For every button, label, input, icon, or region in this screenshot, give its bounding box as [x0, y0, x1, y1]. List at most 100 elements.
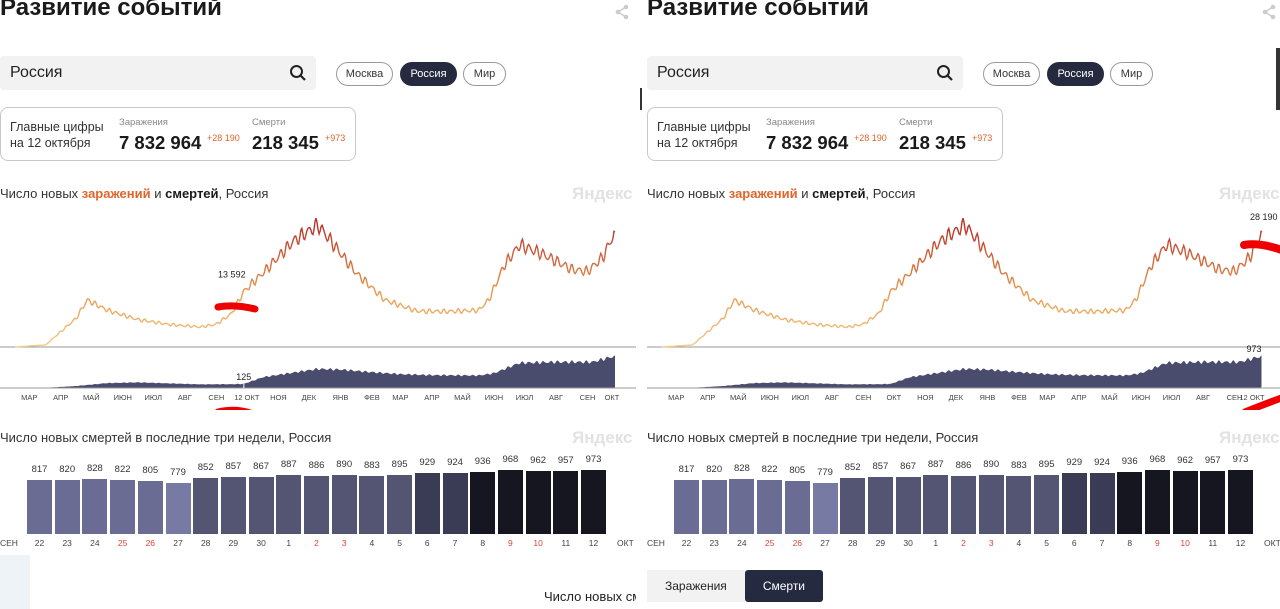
search-icon[interactable]	[289, 64, 307, 82]
x-tick-label: МАЙ	[1101, 393, 1118, 402]
x-tick-label: МАР	[21, 393, 37, 402]
chart-title-prefix: Число новых	[0, 186, 82, 201]
bar[interactable]	[525, 470, 551, 534]
bar[interactable]	[442, 473, 468, 534]
bar[interactable]	[1034, 474, 1060, 534]
bar[interactable]	[248, 476, 274, 534]
bar[interactable]	[387, 474, 413, 534]
bar[interactable]	[414, 472, 440, 534]
region-world-button[interactable]: Мир	[463, 62, 506, 86]
bar[interactable]	[220, 477, 246, 534]
bar[interactable]	[470, 472, 496, 534]
bar[interactable]	[1228, 469, 1253, 534]
x-tick-label: ДЕК	[949, 393, 964, 402]
page-title: Развитие событий	[647, 0, 869, 21]
bar-value-label: 973	[585, 453, 602, 465]
bar[interactable]	[276, 475, 302, 534]
bar-value-label: 887	[280, 459, 297, 471]
bar-value-label: 857	[225, 461, 242, 473]
bar[interactable]	[359, 475, 385, 534]
bar[interactable]	[701, 479, 727, 534]
bar[interactable]	[304, 475, 329, 534]
bar-day-label: 4	[369, 538, 375, 548]
bar[interactable]	[674, 480, 699, 534]
bar-value-label: 968	[502, 454, 519, 466]
region-moscow-button[interactable]: Москва	[983, 62, 1040, 86]
chart-title: Число новых заражений и смертей, Россия	[0, 186, 268, 201]
bar[interactable]	[757, 479, 783, 534]
bar-chart-title: Число новых смертей в последние три неде…	[0, 430, 332, 445]
infections-deaths-chart[interactable]: 13 592 125 МАР АПР МАЙ ИЮН ИЮЛ АВГ СЕН 12 ОКТ НОЯ Д…	[0, 200, 636, 410]
yandex-watermark: Яндекс	[1219, 428, 1280, 447]
bar[interactable]	[27, 480, 52, 534]
deaths-caption: Смерти	[252, 117, 286, 128]
bar[interactable]	[1117, 472, 1143, 534]
bar[interactable]	[895, 476, 921, 534]
bar-day-label: 28	[200, 538, 211, 548]
region-russia-button[interactable]: Россия	[1047, 62, 1104, 86]
bar[interactable]	[1089, 473, 1115, 534]
search-icon[interactable]	[936, 64, 954, 82]
x-tick-label: ЯНВ	[333, 393, 349, 402]
share-icon[interactable]	[1261, 4, 1277, 20]
bar-day-label: 9	[508, 538, 513, 548]
bar-value-label: 852	[197, 461, 214, 473]
main-figures-card: Главные цифры на 12 октября Заражения 7 8…	[0, 107, 356, 161]
share-icon[interactable]	[614, 4, 630, 20]
bar-day-label: 12	[1235, 538, 1246, 548]
bar-value-label: 779	[817, 466, 833, 478]
tab-deaths[interactable]: Смерти	[744, 570, 824, 602]
label-line1: Главные цифры	[10, 120, 104, 134]
region-world-button[interactable]: Мир	[1110, 62, 1153, 86]
x-tick-label: ИЮН	[1132, 393, 1150, 402]
bar[interactable]	[729, 479, 755, 534]
red-annotation	[214, 302, 259, 313]
bar[interactable]	[840, 477, 866, 534]
bar-day-label: 3	[988, 538, 994, 548]
region-russia-button[interactable]: Россия	[400, 62, 457, 86]
bar[interactable]	[1144, 470, 1170, 534]
left-bottom-block	[0, 555, 30, 609]
bar[interactable]	[497, 470, 523, 534]
legend-deaths: смертей	[812, 186, 866, 201]
bar[interactable]	[137, 480, 163, 534]
scrollbar[interactable]	[1276, 48, 1280, 110]
bar[interactable]	[951, 475, 976, 534]
bar-day-label: 27	[820, 538, 830, 548]
bar[interactable]	[1200, 470, 1226, 534]
bar[interactable]	[812, 482, 838, 534]
bar-value-label: 929	[1066, 456, 1083, 468]
bar[interactable]	[581, 469, 606, 534]
bar[interactable]	[331, 475, 357, 534]
x-tick-label: НОЯ	[270, 393, 287, 402]
bar-day-label: 23	[709, 538, 719, 548]
x-tick-label: МАР	[1039, 393, 1055, 402]
bar[interactable]	[978, 475, 1004, 534]
x-tick-label: МАР	[392, 393, 408, 402]
search-input[interactable]: Россия	[647, 56, 963, 90]
bar-day-label: 29	[228, 538, 239, 548]
bar[interactable]	[165, 482, 191, 534]
left-bottom-title: Число новых сме	[544, 589, 636, 604]
bar[interactable]	[867, 477, 893, 534]
bar[interactable]	[923, 475, 949, 534]
bar[interactable]	[1172, 470, 1198, 534]
tab-infections[interactable]: Заражения	[647, 570, 745, 602]
bar[interactable]	[784, 480, 810, 534]
infections-deaths-chart[interactable]: 28 190 973 МАР АПР МАЙ ИЮН ИЮЛ АВГ СЕН ОКТ НОЯ ДЕК Я…	[647, 200, 1280, 410]
bar-day-label: 1	[933, 538, 939, 548]
region-moscow-button[interactable]: Москва	[336, 62, 393, 86]
x-tick-label: СЕН	[1227, 393, 1243, 402]
bar[interactable]	[82, 479, 108, 534]
bar[interactable]	[1006, 475, 1032, 534]
bar-day-label: 11	[561, 538, 571, 548]
bar[interactable]	[54, 479, 80, 534]
bar-chart-title: Число новых смертей в последние три неде…	[647, 430, 979, 445]
bar[interactable]	[553, 470, 579, 534]
bar-value-label: 805	[142, 464, 159, 476]
search-input[interactable]: Россия	[0, 56, 316, 90]
bar[interactable]	[1061, 472, 1087, 534]
bar[interactable]	[193, 477, 219, 534]
bar-value-label: 973	[1232, 453, 1249, 465]
bar[interactable]	[110, 479, 136, 534]
